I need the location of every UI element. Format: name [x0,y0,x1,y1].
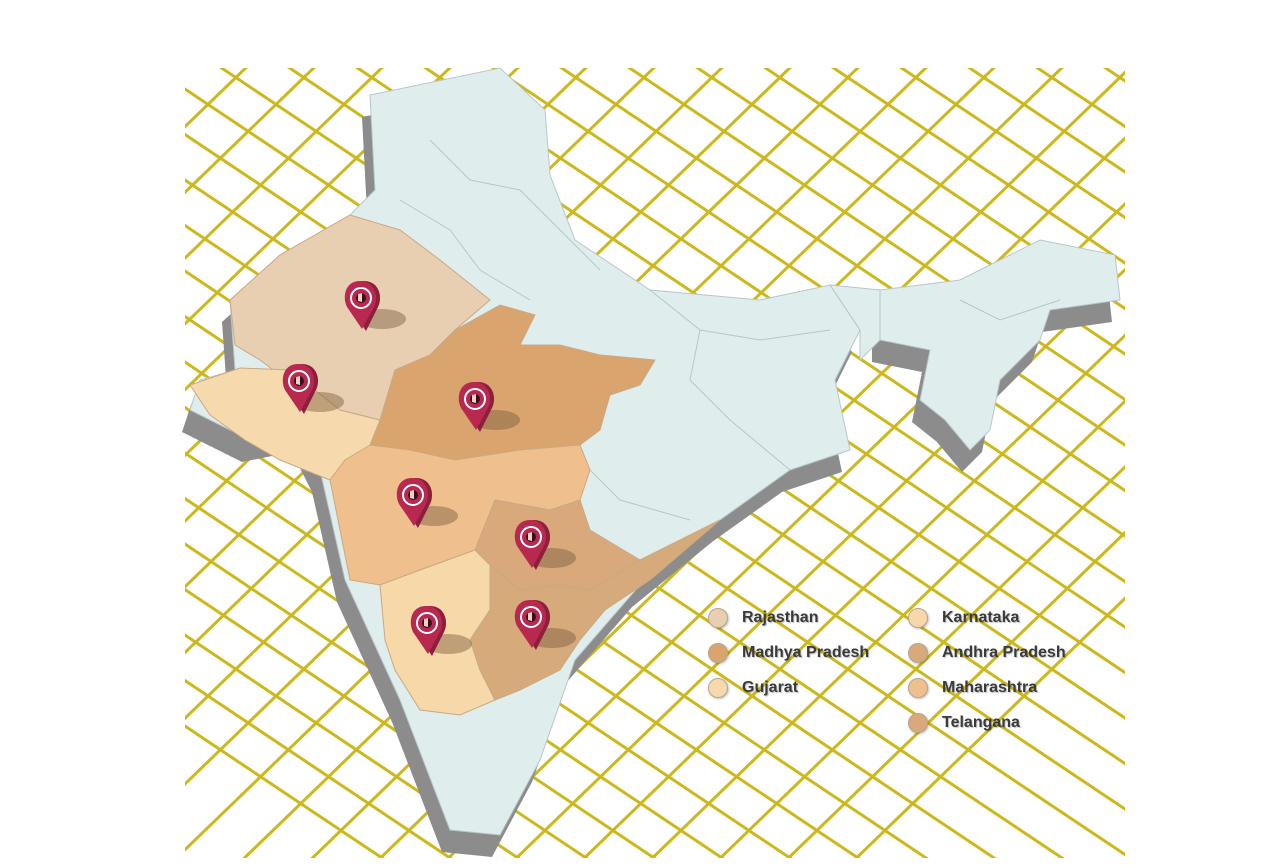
grid-line [185,587,589,858]
legend-item-karnataka: Karnataka [908,604,1019,632]
legend-item-gujarat: Gujarat [708,674,798,702]
grid-line [694,68,1125,356]
map-pin-icon[interactable] [282,364,344,414]
grid-line [446,201,1125,858]
map-pin-icon[interactable] [410,606,472,656]
legend-item-maharashtra: Maharashtra [908,674,1037,702]
grid-line [1208,0,1279,865]
legend-label: Maharashtra [942,679,1038,696]
grid-line [558,68,1125,447]
legend-item-rajasthan: Rajasthan [708,604,818,632]
map-pin-icon[interactable] [396,478,458,528]
legend-label: Telangana [942,714,1020,731]
legend-label: Rajasthan [742,609,819,626]
grid-line [830,68,1125,265]
grid-line [650,399,1125,858]
legend-item-andhra-pradesh: Andhra Pradesh [908,639,1066,667]
legend-swatch [908,678,928,698]
grid-line [0,0,180,865]
legend-swatch [908,608,928,628]
grid-line [898,68,1125,220]
map-pin-icon[interactable] [514,600,576,650]
grid-line [185,678,453,858]
grid-line [0,0,44,865]
map-pin-icon[interactable] [344,281,406,331]
map-pin-icon[interactable] [458,382,520,432]
grid-line [626,68,1125,402]
legend-swatch [708,678,728,698]
grid-line [582,333,1125,858]
grid-line [966,68,1125,174]
map-body [182,67,1121,857]
legend-label: Madhya Pradesh [742,644,870,661]
grid-line [0,0,112,865]
legend-item-madhya-pradesh: Madhya Pradesh [708,639,869,667]
state-borders-north [399,139,1061,521]
grid-line [762,68,1125,311]
map-pin-icon[interactable] [514,520,576,570]
grid-line [718,464,1125,858]
legend-swatch [908,713,928,733]
legend-label: Karnataka [942,609,1020,626]
legend-item-telangana: Telangana [908,709,1020,737]
legend: Rajasthan Madhya Pradesh Gujarat Karnata… [708,604,1108,744]
grid-line [185,633,521,858]
legend-swatch [708,643,728,663]
legend-swatch [708,608,728,628]
grid-line [185,68,384,261]
legend-label: Gujarat [742,679,799,696]
land-east-strip [828,284,881,362]
state-madhya-pradesh [369,304,656,461]
marker-layer [282,281,576,656]
legend-label: Andhra Pradesh [942,644,1066,661]
grid-line [1140,0,1279,865]
legend-swatch [908,643,928,663]
state-andhra-pradesh [469,519,721,701]
grid-line [490,68,1125,493]
grid-line [185,451,793,858]
grid-line [854,596,1125,858]
land-northeast [879,239,1121,451]
grid-line [185,68,316,195]
